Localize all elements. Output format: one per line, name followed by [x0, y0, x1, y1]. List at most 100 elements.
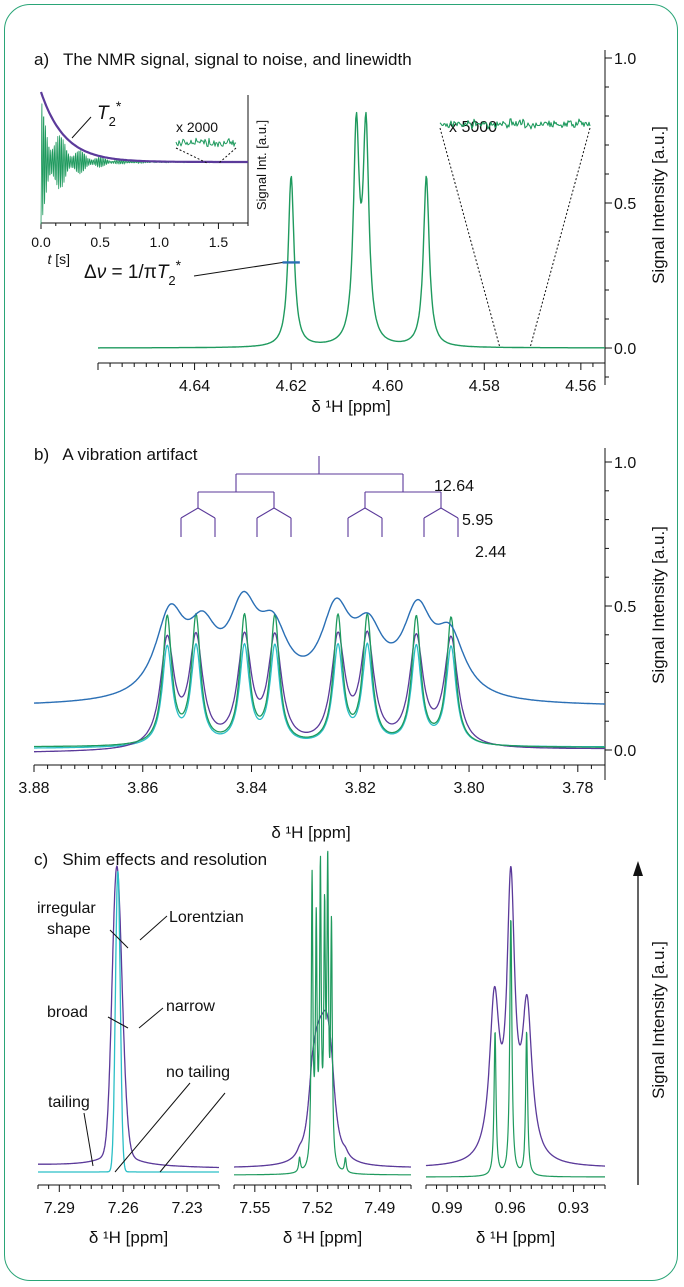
inset-x-axis-label: t [s] — [47, 251, 70, 267]
b-tree-branch — [364, 507, 383, 519]
inset-x-tick-label: 0.0 — [31, 234, 51, 250]
c-2-x-axis-label: δ ¹H [ppm] — [283, 1228, 362, 1247]
b-tree-branch — [423, 507, 442, 519]
a-zoom-right-dotted — [529, 127, 591, 349]
a-x-tick-label: 4.64 — [179, 378, 210, 395]
inset-zoom-trace — [175, 137, 237, 148]
b-coupling-constant: 5.95 — [462, 512, 493, 529]
a-x-tick-label: 4.58 — [469, 378, 500, 395]
panel-c-label: c) — [34, 850, 49, 869]
c-1-annotation-broad: broad — [47, 1004, 88, 1021]
a-linewidth-annotation: Δν = 1/πT2* — [84, 257, 182, 288]
b-x-tick-label: 3.86 — [127, 780, 158, 797]
c-3-x-tick-label: 0.93 — [558, 1200, 589, 1217]
b-tree-branch — [197, 507, 216, 519]
b-tree-branch — [347, 507, 366, 519]
inset-y-axis-label: Signal Int. [a.u.] — [254, 120, 269, 210]
b-y-axis-label-group: Signal Intensity [a.u.] — [649, 526, 668, 684]
c-1-spectrum-cyan — [37, 870, 220, 1173]
b-spectrum-blue — [34, 590, 605, 705]
panel-a-heading: a) The NMR signal, signal to noise, and … — [34, 50, 412, 70]
b-x-tick-label: 3.88 — [18, 780, 49, 797]
c-1-annotation-shape: shape — [47, 921, 91, 938]
c-2-x-tick-label: 7.55 — [239, 1200, 270, 1217]
b-spectrum-purple — [34, 630, 605, 753]
panel-b-heading: b) A vibration artifact — [34, 445, 197, 465]
panel-c-title: Shim effects and resolution — [62, 850, 268, 869]
c-3-x-tick-label: 0.96 — [495, 1200, 526, 1217]
a-x-tick-label: 4.56 — [565, 378, 596, 395]
b-spectrum-green — [34, 612, 605, 748]
b-x-tick-label: 3.78 — [562, 780, 593, 797]
panel-c-heading: c) Shim effects and resolution — [34, 850, 267, 870]
c-3-x-axis-label: δ ¹H [ppm] — [476, 1228, 555, 1247]
panel-b-label: b) — [34, 445, 50, 464]
a-x-axis-label: δ ¹H [ppm] — [311, 397, 390, 416]
c-y-axis-label-group: Signal Intensity [a.u.] — [649, 941, 668, 1099]
inset-t2-envelope — [39, 91, 248, 164]
c-1-leader-narrow — [138, 1007, 164, 1029]
a-x-tick-label: 4.62 — [276, 378, 307, 395]
c-1-x-tick-label: 7.29 — [44, 1200, 75, 1217]
c-1-annotation-narrow: narrow — [166, 998, 215, 1015]
a-linewidth-leader — [193, 261, 283, 277]
c-1-annotation-lorentzian: Lorentzian — [169, 909, 244, 926]
inset-zoom-dotted-left — [175, 147, 208, 164]
a-x-tick-label: 4.60 — [372, 378, 403, 395]
c-1-x-tick-label: 7.23 — [171, 1200, 202, 1217]
c-y-axis-label: Signal Intensity [a.u.] — [649, 941, 668, 1099]
c-1-annotation-tailing: tailing — [48, 1094, 90, 1111]
c-1-annotation-no-tailing: no tailing — [166, 1064, 230, 1081]
a-spectrum-line — [98, 111, 605, 349]
c-2-x-tick-label: 7.52 — [302, 1200, 333, 1217]
c-1-leader-lorentzian — [139, 915, 168, 941]
a-y-tick-label: 0.0 — [614, 341, 636, 358]
panel-b-title: A vibration artifact — [62, 445, 198, 464]
c-1-x-tick-label: 7.26 — [108, 1200, 139, 1217]
b-tree-branch — [440, 507, 459, 519]
inset-x-tick-label: 1.5 — [209, 234, 229, 250]
c-3-x-tick-label: 0.99 — [431, 1200, 462, 1217]
b-y-axis-label: Signal Intensity [a.u.] — [649, 526, 668, 684]
c-y-arrow-head — [633, 861, 643, 876]
b-y-tick-label: 1.0 — [614, 455, 636, 472]
a-y-axis-label-group: Signal Intensity [a.u.] — [649, 126, 668, 284]
c-1-leader-tailing — [83, 1112, 94, 1167]
inset-x-tick-label: 0.5 — [90, 234, 110, 250]
c-2-spectrum-purple — [233, 1009, 412, 1168]
inset-x-tick-label: 1.0 — [150, 234, 170, 250]
inset-zoom-dotted-right — [218, 147, 237, 164]
c-2-x-tick-label: 7.49 — [364, 1200, 395, 1217]
a-y-axis-label: Signal Intensity [a.u.] — [649, 126, 668, 284]
a-y-tick-label: 0.5 — [614, 196, 636, 213]
b-tree-branch — [256, 507, 275, 519]
b-x-tick-label: 3.82 — [345, 780, 376, 797]
b-y-tick-label: 0.5 — [614, 599, 636, 616]
a-zoom-left-dotted — [439, 127, 501, 349]
b-coupling-constant: 2.44 — [475, 544, 506, 561]
b-x-tick-label: 3.84 — [236, 780, 267, 797]
c-1-leader-broad — [107, 1016, 129, 1029]
inset-t2-leader — [71, 116, 92, 139]
b-y-tick-label: 0.0 — [614, 743, 636, 760]
b-x-tick-label: 3.80 — [453, 780, 484, 797]
c-2-spectrum-green — [233, 850, 412, 1176]
b-tree-branch — [180, 507, 199, 519]
b-x-axis-label: δ ¹H [ppm] — [271, 823, 350, 842]
c-1-leader-no-tailing-2 — [159, 1092, 226, 1173]
inset-t2-label: T2* — [97, 98, 122, 129]
c-3-spectrum-purple — [425, 865, 606, 1167]
c-1-x-axis-label: δ ¹H [ppm] — [89, 1228, 168, 1247]
b-tree-branch — [273, 507, 292, 519]
inset-y-label-group: Signal Int. [a.u.] — [254, 120, 269, 210]
c-1-spectrum-purple — [37, 865, 220, 1169]
c-1-leader-no-tailing-1 — [114, 1082, 191, 1173]
panel-a-label: a) — [34, 50, 50, 69]
panel-a-title: The NMR signal, signal to noise, and lin… — [63, 50, 412, 69]
c-1-leader-irregular — [109, 929, 129, 949]
a-noise-zoom-label: x 5000 — [449, 119, 497, 136]
a-noise-zoom-trace — [439, 118, 591, 130]
c-1-annotation-irregular: irregular — [37, 900, 96, 917]
a-y-tick-label: 1.0 — [614, 51, 636, 68]
